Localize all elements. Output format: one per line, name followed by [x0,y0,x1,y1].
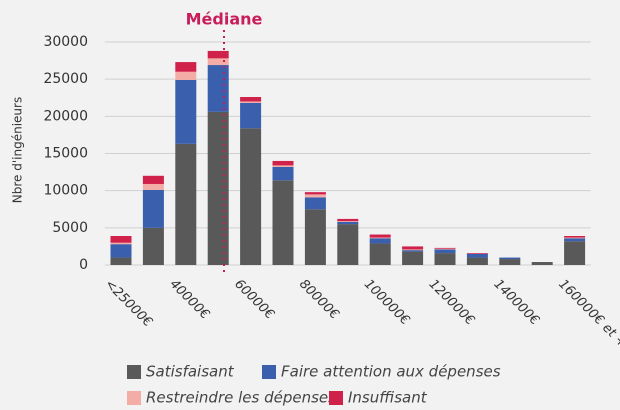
bar-segment [272,166,294,181]
legend-label: Restreindre les dépenses [146,389,336,407]
bar-segment [369,234,391,238]
bar-segment [369,237,391,239]
bar-segment [564,236,586,238]
bar-segment [142,175,164,184]
legend-swatch [127,391,141,405]
bar-segment [175,62,197,72]
bar-segment [337,221,359,222]
y-tick-label: 15000 [43,146,88,162]
bar-segment [466,257,488,265]
bar-segment [207,111,229,265]
bar-segment [499,259,521,265]
median-label: Médiane [186,10,263,29]
legend-label: Faire attention aux dépenses [281,363,501,381]
bar-segment [175,143,197,265]
legend-swatch [329,391,343,405]
bar-segment [402,250,424,252]
bar-segment [142,183,164,190]
bar-segment [110,242,132,245]
bar-segment [175,71,197,80]
bar-segment [240,128,262,265]
bar-segment [434,248,456,250]
bar-segment [304,197,326,210]
bar-segment [240,102,262,129]
bar-segment [434,247,456,249]
y-axis-label: Nbre d'ingénieurs [11,97,25,203]
y-tick-label: 20000 [43,108,88,124]
bar-segment [272,165,294,167]
bar-segment [175,79,197,144]
bar-segment [142,189,164,228]
y-tick-label: 10000 [43,183,88,199]
bar-segment [402,251,424,265]
bar-segment [207,50,229,59]
bar-segment [304,194,326,198]
legend-label: Satisfaisant [146,363,235,381]
bar-segment [304,209,326,265]
bar-segment [337,221,359,225]
bar-segment [110,257,132,265]
bar-segment [110,244,132,258]
bar-segment [466,253,488,254]
legend-label: Insuffisant [348,389,428,407]
bar-segment [434,253,456,265]
bar-segment [207,65,229,112]
bar-segment [142,227,164,265]
bar-segment [499,257,521,260]
bar-segment [402,249,424,251]
y-tick-label: 25000 [43,71,88,87]
legend-swatch [262,365,276,379]
bar-segment [434,249,456,254]
bar-segment [369,238,391,244]
legend-swatch [127,365,141,379]
bar-segment [304,192,326,195]
bar-segment [337,218,359,222]
bar-segment [369,243,391,265]
bar-segment [337,224,359,265]
bar-segment [402,246,424,250]
bar-segment [531,262,553,265]
bar-segment [564,241,586,265]
bar-segment [110,236,132,243]
bar-segment [240,101,262,103]
bar-segment [272,180,294,265]
y-tick-label: 30000 [43,34,88,50]
y-tick-label: 5000 [52,220,88,236]
bar-segment [466,253,488,258]
bar-segment [564,237,586,239]
bar-segment [272,160,294,166]
bar-segment [564,238,586,242]
bar-segment [240,97,262,102]
bar-segment [207,58,229,66]
y-tick-label: 0 [79,257,88,273]
